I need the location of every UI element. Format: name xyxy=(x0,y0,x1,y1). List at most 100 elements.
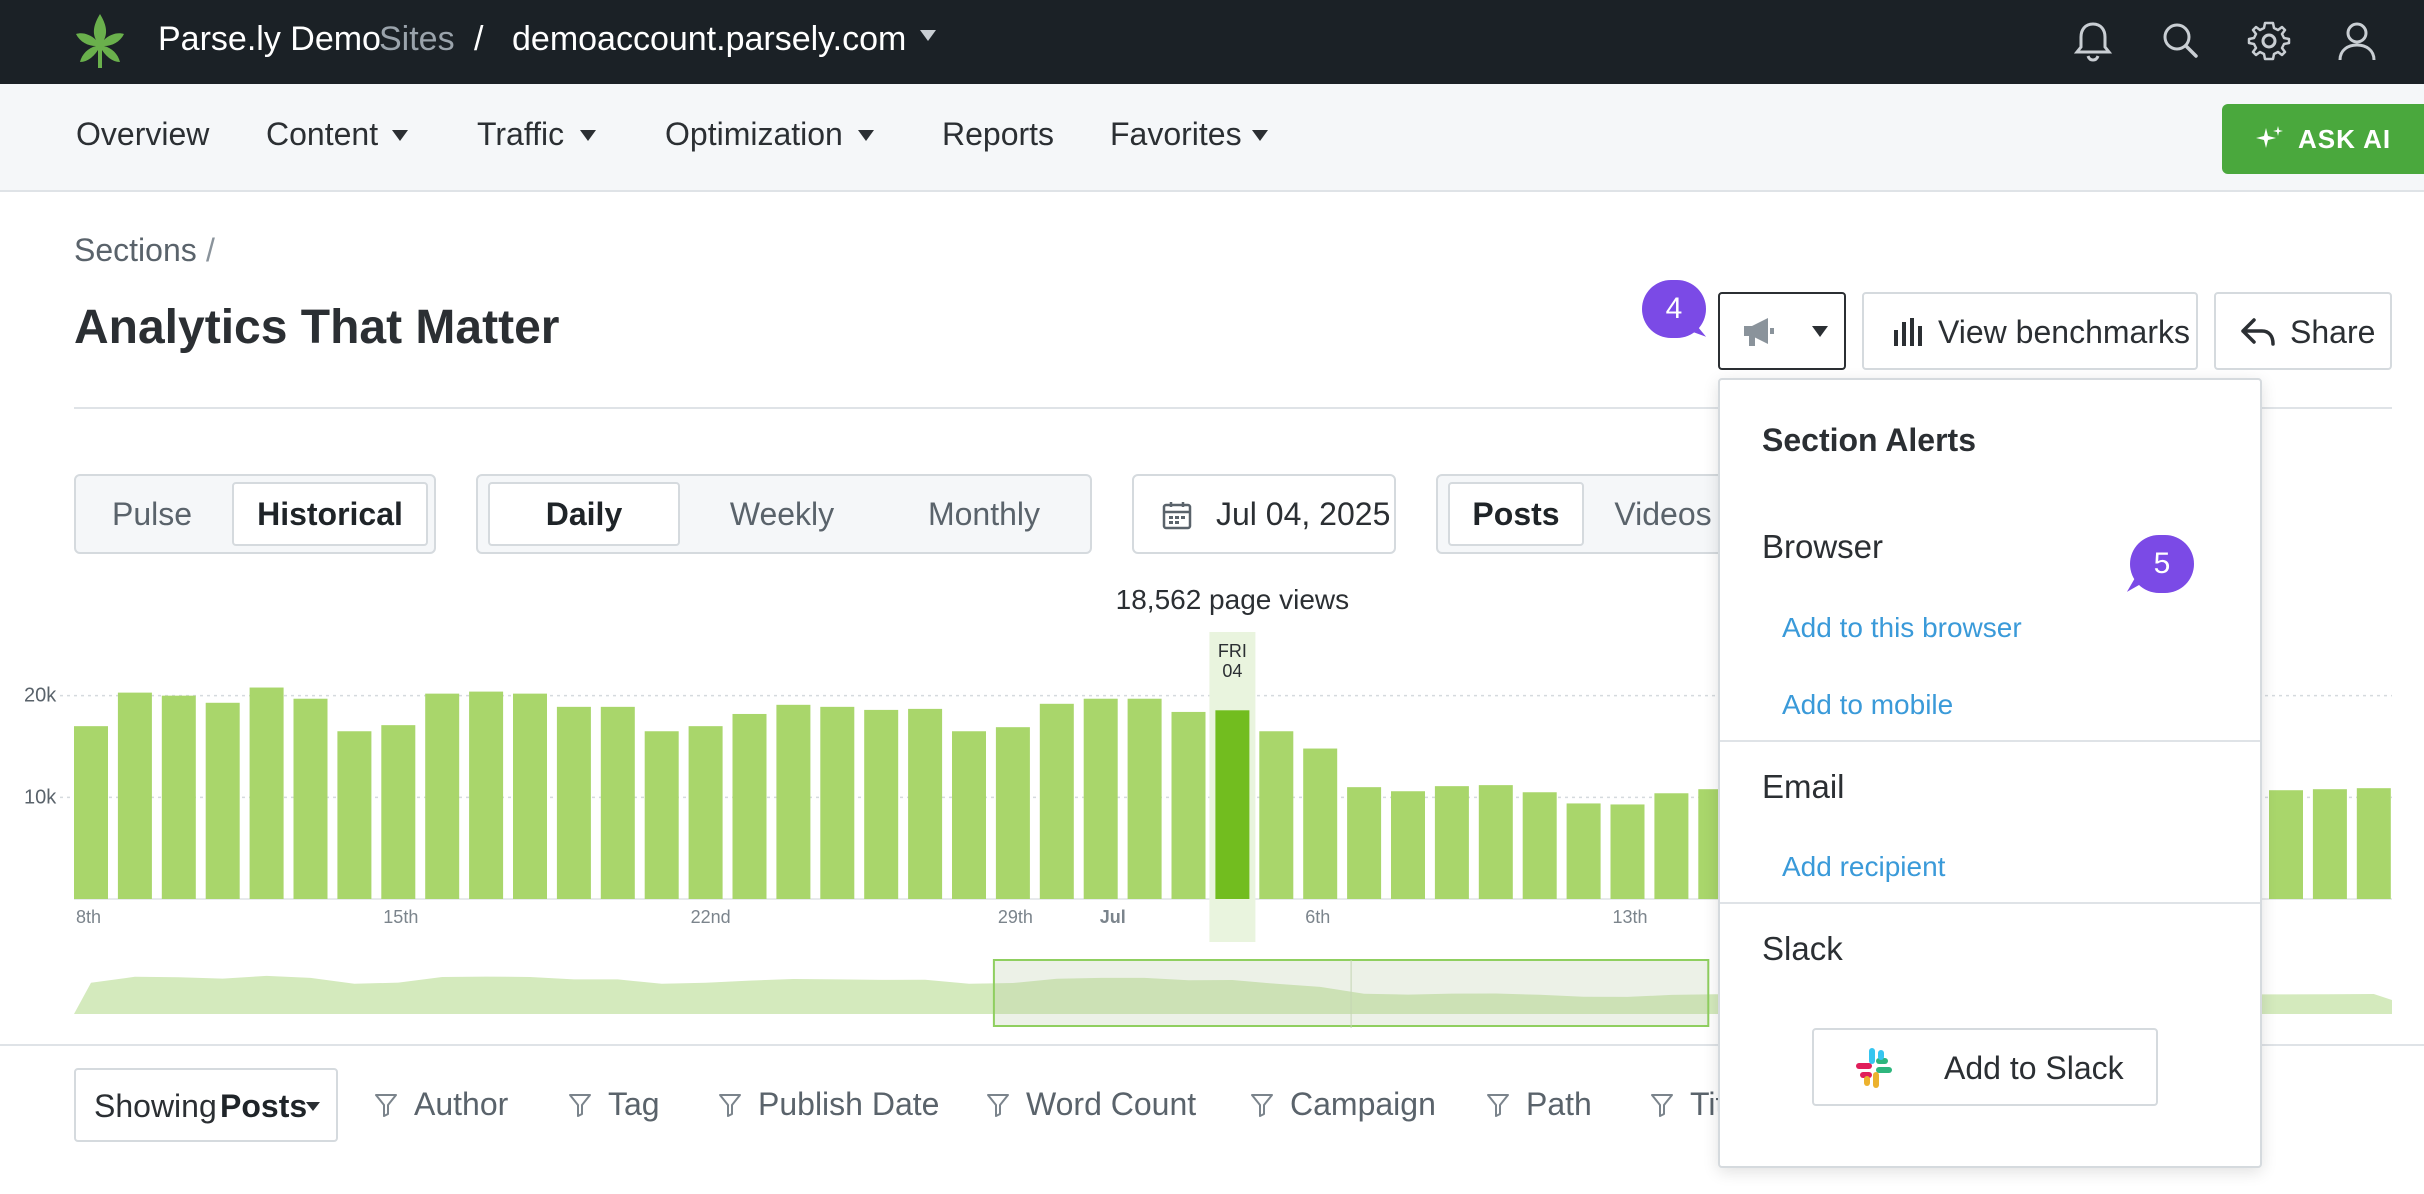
chart-bar[interactable] xyxy=(425,693,460,899)
chart-bar[interactable] xyxy=(952,731,986,899)
step-number: 5 xyxy=(2153,547,2171,580)
calendar-icon xyxy=(1162,502,1192,530)
chart-bar[interactable] xyxy=(161,695,196,899)
chart-bar[interactable] xyxy=(644,731,679,899)
chart-bar[interactable] xyxy=(820,706,855,899)
chart-bar[interactable] xyxy=(249,687,284,899)
section-alerts-button[interactable] xyxy=(1718,292,1846,370)
chart-bar[interactable] xyxy=(1610,804,1645,899)
chart-bar[interactable] xyxy=(469,691,504,899)
parsely-logo-icon[interactable] xyxy=(70,10,130,70)
chart-bar[interactable] xyxy=(337,731,372,899)
chart-bar[interactable] xyxy=(1654,793,1689,899)
chart-bar[interactable] xyxy=(995,727,1030,899)
filter-label: Word Count xyxy=(1026,1086,1197,1122)
user-icon[interactable] xyxy=(2332,16,2382,66)
chart-bar[interactable] xyxy=(1039,703,1074,899)
chevron-down-icon[interactable] xyxy=(1252,130,1268,141)
add-to-slack-button[interactable]: Add to Slack xyxy=(1812,1028,2158,1106)
add-to-browser-link[interactable]: Add to this browser xyxy=(1782,612,2022,643)
chart-bar[interactable] xyxy=(688,726,723,899)
sparkle-icon xyxy=(2256,126,2283,148)
chart-bar[interactable] xyxy=(1171,711,1206,899)
view-benchmarks-button[interactable]: View benchmarks xyxy=(1862,292,2198,370)
interval-daily[interactable]: Daily xyxy=(488,482,680,546)
bell-icon[interactable] xyxy=(2068,16,2118,66)
share-button[interactable]: Share xyxy=(2214,292,2392,370)
filter-word-count[interactable]: Word Count xyxy=(986,1086,1196,1123)
sites-link[interactable]: Sites xyxy=(379,20,455,58)
chart-bar[interactable] xyxy=(1478,785,1513,899)
chart-bar[interactable] xyxy=(1215,710,1250,899)
interval-weekly[interactable]: Weekly xyxy=(729,496,835,532)
chevron-down-icon[interactable] xyxy=(920,30,936,41)
filter-tag[interactable]: Tag xyxy=(568,1086,660,1123)
filter-icon xyxy=(987,1094,1009,1117)
chart-bar[interactable] xyxy=(1127,698,1162,899)
interval-toggle: Daily Weekly Monthly xyxy=(476,474,1092,554)
chart-bar[interactable] xyxy=(864,709,899,899)
showing-type-dropdown[interactable]: Showing Posts xyxy=(74,1068,338,1142)
breadcrumb-sections[interactable]: Sections xyxy=(74,232,197,268)
chevron-down-icon[interactable] xyxy=(580,130,596,141)
menu-divider xyxy=(1720,902,2260,904)
chart-bar[interactable] xyxy=(1083,698,1118,899)
chart-bar[interactable] xyxy=(381,725,416,899)
nav-favorites[interactable]: Favorites xyxy=(1110,116,1242,152)
chart-bar[interactable] xyxy=(776,704,811,899)
chart-bar[interactable] xyxy=(117,692,152,899)
date-picker[interactable]: Jul 04, 2025 xyxy=(1132,474,1396,554)
filter-path[interactable]: Path xyxy=(1486,1086,1592,1123)
chart-bar[interactable] xyxy=(556,706,591,899)
chart-bar[interactable] xyxy=(2356,788,2391,899)
chart-bar[interactable] xyxy=(908,708,943,899)
nav-reports[interactable]: Reports xyxy=(942,116,1055,152)
chart-bar[interactable] xyxy=(1391,791,1425,899)
interval-monthly[interactable]: Monthly xyxy=(927,496,1041,532)
chart-bar[interactable] xyxy=(1259,731,1294,899)
chart-bar[interactable] xyxy=(1347,787,1382,899)
site-domain-selector[interactable]: demoaccount.parsely.com xyxy=(512,20,907,58)
chart-bar[interactable] xyxy=(600,706,635,899)
filter-icon xyxy=(375,1094,397,1117)
filter-label: Author xyxy=(414,1086,509,1122)
add-recipient-link[interactable]: Add recipient xyxy=(1782,851,1946,882)
chevron-down-icon[interactable] xyxy=(392,130,408,141)
mode-historical[interactable]: Historical xyxy=(232,482,428,546)
filter-campaign[interactable]: Campaign xyxy=(1250,1086,1436,1123)
search-icon[interactable] xyxy=(2156,16,2206,66)
nav-optimization[interactable]: Optimization xyxy=(665,116,843,152)
filter-label: Campaign xyxy=(1290,1086,1436,1122)
chart-bar[interactable] xyxy=(732,713,767,899)
ask-ai-button[interactable]: ASK AI xyxy=(2222,104,2424,174)
bubble-tail xyxy=(1679,318,1707,346)
chart-bar[interactable] xyxy=(1522,792,1557,899)
mode-pulse[interactable]: Pulse xyxy=(111,496,193,532)
chart-bar[interactable] xyxy=(74,726,108,899)
nav-overview[interactable]: Overview xyxy=(76,116,210,152)
filter-publish-date[interactable]: Publish Date xyxy=(718,1086,939,1123)
chart-bar[interactable] xyxy=(205,702,240,899)
share-label: Share xyxy=(2290,314,2376,350)
chart-bar[interactable] xyxy=(1566,803,1601,899)
filter-author[interactable]: Author xyxy=(374,1086,508,1123)
email-heading: Email xyxy=(1762,768,1845,805)
content-type-videos[interactable]: Videos xyxy=(1614,496,1712,532)
x-tick-label: 29th xyxy=(998,907,1033,927)
chart-bar[interactable] xyxy=(2312,789,2347,899)
nav-traffic[interactable]: Traffic xyxy=(477,116,565,152)
chart-bar[interactable] xyxy=(1434,786,1469,899)
chart-bar[interactable] xyxy=(293,698,328,899)
account-name[interactable]: Parse.ly Demo xyxy=(158,20,381,58)
add-to-mobile-link[interactable]: Add to mobile xyxy=(1782,689,1954,720)
chevron-down-icon[interactable] xyxy=(858,130,874,141)
gear-icon[interactable] xyxy=(2244,16,2294,66)
slack-logo-icon xyxy=(1856,1048,1892,1088)
filter-icon xyxy=(569,1094,591,1117)
nav-content[interactable]: Content xyxy=(266,116,379,152)
chart-bar[interactable] xyxy=(2269,790,2303,899)
chart-bar[interactable] xyxy=(513,693,547,899)
ask-ai-label: ASK AI xyxy=(2298,124,2392,154)
content-type-posts[interactable]: Posts xyxy=(1448,482,1584,546)
chart-bar[interactable] xyxy=(1303,748,1338,899)
